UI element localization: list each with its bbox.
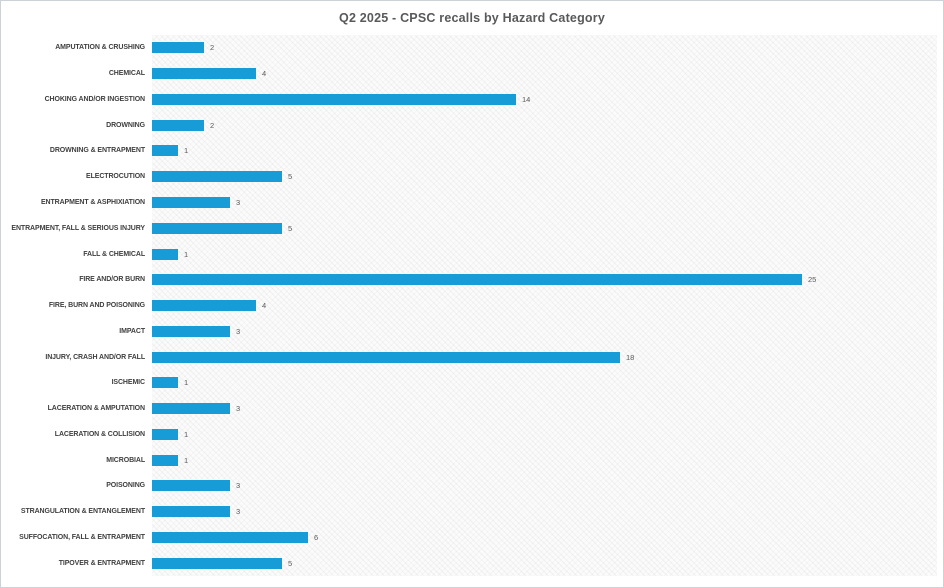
bar-row: 18 bbox=[152, 344, 937, 370]
bar-row: 3 bbox=[152, 190, 937, 216]
bar bbox=[152, 171, 282, 183]
category-label: AMPUTATION & CRUSHING bbox=[55, 44, 145, 52]
bar bbox=[152, 454, 178, 466]
category-label: ELECTROCUTION bbox=[86, 173, 145, 181]
bar-row: 6 bbox=[152, 525, 937, 551]
bar-row: 3 bbox=[152, 473, 937, 499]
category-label: LACERATION & COLLISION bbox=[54, 430, 145, 438]
bar-row: 1 bbox=[152, 447, 937, 473]
value-label: 3 bbox=[236, 197, 241, 207]
value-label: 5 bbox=[288, 223, 293, 233]
bar bbox=[152, 68, 256, 80]
category-label: IMPACT bbox=[119, 327, 145, 335]
category-label: TIPOVER & ENTRAPMENT bbox=[58, 559, 145, 567]
category-label: CHOKING AND/OR INGESTION bbox=[44, 95, 146, 103]
bar bbox=[152, 222, 282, 234]
bar-row: 5 bbox=[152, 550, 937, 576]
category-label: STRANGULATION & ENTANGLEMENT bbox=[20, 508, 145, 516]
bar bbox=[152, 196, 230, 208]
bar-row: 5 bbox=[152, 215, 937, 241]
value-label: 3 bbox=[236, 507, 241, 517]
value-label: 3 bbox=[236, 481, 241, 491]
bar-row: 3 bbox=[152, 318, 937, 344]
category-label: INJURY, CRASH AND/OR FALL bbox=[45, 353, 145, 361]
bar bbox=[152, 506, 230, 518]
category-label: ISCHEMIC bbox=[111, 379, 146, 387]
value-label: 1 bbox=[184, 429, 189, 439]
category-label: DROWNING bbox=[106, 121, 145, 129]
value-label: 4 bbox=[262, 69, 267, 79]
bar-row: 2 bbox=[152, 35, 937, 61]
bar bbox=[152, 325, 230, 337]
bar bbox=[152, 119, 204, 131]
value-label: 5 bbox=[288, 172, 293, 182]
bar bbox=[152, 480, 230, 492]
chart-title: Q2 2025 - CPSC recalls by Hazard Categor… bbox=[339, 11, 605, 25]
value-label: 18 bbox=[626, 352, 635, 362]
value-label: 5 bbox=[288, 558, 293, 568]
value-label: 3 bbox=[236, 404, 241, 414]
bar-row: 5 bbox=[152, 164, 937, 190]
bar bbox=[152, 351, 620, 363]
bar-row: 4 bbox=[152, 293, 937, 319]
category-label: FALL & CHEMICAL bbox=[83, 250, 145, 258]
bar-row: 1 bbox=[152, 241, 937, 267]
chart-body: AMPUTATION & CRUSHING CHEMICAL CHOKING AND… bbox=[1, 35, 937, 576]
bar-row: 2 bbox=[152, 112, 937, 138]
category-label: ENTRAPMENT & ASPHIXIATION bbox=[40, 198, 145, 206]
category-label: MICROBIAL bbox=[106, 456, 145, 464]
bar bbox=[152, 42, 204, 54]
value-label: 3 bbox=[236, 326, 241, 336]
value-label: 2 bbox=[210, 120, 215, 130]
bar bbox=[152, 300, 256, 312]
value-label: 6 bbox=[314, 532, 319, 542]
category-label: CHEMICAL bbox=[108, 70, 145, 78]
bar-row: 1 bbox=[152, 421, 937, 447]
bar bbox=[152, 93, 516, 105]
bar bbox=[152, 377, 178, 389]
value-label: 1 bbox=[184, 249, 189, 259]
category-label: ENTRAPMENT, FALL & SERIOUS INJURY bbox=[11, 224, 145, 232]
category-label: FIRE AND/OR BURN bbox=[79, 276, 145, 284]
value-label: 1 bbox=[184, 146, 189, 156]
category-label: POISONING bbox=[106, 482, 145, 490]
category-label: FIRE, BURN AND POISONING bbox=[48, 302, 145, 310]
value-label: 1 bbox=[184, 378, 189, 388]
bar bbox=[152, 274, 802, 286]
bar bbox=[152, 557, 282, 569]
plot-area: 2 4 14 2 1 5 3 5 1 25 4 3 18 1 3 1 1 3 3 6 5 bbox=[152, 35, 937, 576]
value-label: 4 bbox=[262, 301, 267, 311]
category-axis: AMPUTATION & CRUSHING CHEMICAL CHOKING AND… bbox=[1, 35, 152, 576]
value-label: 2 bbox=[210, 43, 215, 53]
value-label: 1 bbox=[184, 455, 189, 465]
category-label: DROWNING & ENTRAPMENT bbox=[49, 147, 145, 155]
category-label: LACERATION & AMPUTATION bbox=[47, 405, 145, 413]
bar-row: 1 bbox=[152, 370, 937, 396]
bar-row: 14 bbox=[152, 87, 937, 113]
bar bbox=[152, 403, 230, 415]
bar-row: 4 bbox=[152, 61, 937, 87]
bar-row: 25 bbox=[152, 267, 937, 293]
bar-row: 3 bbox=[152, 499, 937, 525]
category-label: SUFFOCATION, FALL & ENTRAPMENT bbox=[19, 533, 145, 541]
bar bbox=[152, 428, 178, 440]
bar-row: 3 bbox=[152, 396, 937, 422]
value-label: 14 bbox=[522, 94, 531, 104]
bar bbox=[152, 531, 308, 543]
bar bbox=[152, 145, 178, 157]
bar bbox=[152, 248, 178, 260]
value-label: 25 bbox=[808, 275, 817, 285]
bar-row: 1 bbox=[152, 138, 937, 164]
